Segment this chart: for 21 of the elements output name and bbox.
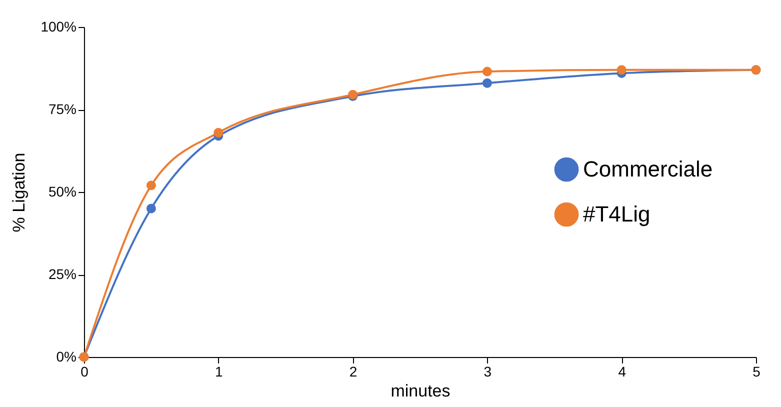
x-tick-label: 5 xyxy=(752,364,761,380)
point xyxy=(146,204,156,214)
y-tick-label: 0% xyxy=(56,348,76,364)
x-tick-label: 2 xyxy=(349,364,358,380)
point xyxy=(482,78,492,88)
x-tick-label: 4 xyxy=(618,364,626,380)
y-tick-label: 50% xyxy=(48,184,76,200)
point xyxy=(616,65,626,75)
x-axis-title: minutes xyxy=(390,382,450,400)
y-tick-label: 75% xyxy=(48,101,76,117)
y-tick-label: 100% xyxy=(40,18,76,34)
point xyxy=(146,180,156,190)
x-tick-label: 1 xyxy=(215,364,223,380)
y-tick-label: 25% xyxy=(48,266,76,282)
y-axis-title: % Ligation xyxy=(10,152,29,232)
x-tick-label: 0 xyxy=(80,364,89,380)
point xyxy=(482,66,492,76)
point xyxy=(214,128,224,138)
x-tick-label: 3 xyxy=(484,364,492,380)
legend-label: Commerciale xyxy=(583,156,713,182)
legend-label: #T4Lig xyxy=(583,202,650,226)
